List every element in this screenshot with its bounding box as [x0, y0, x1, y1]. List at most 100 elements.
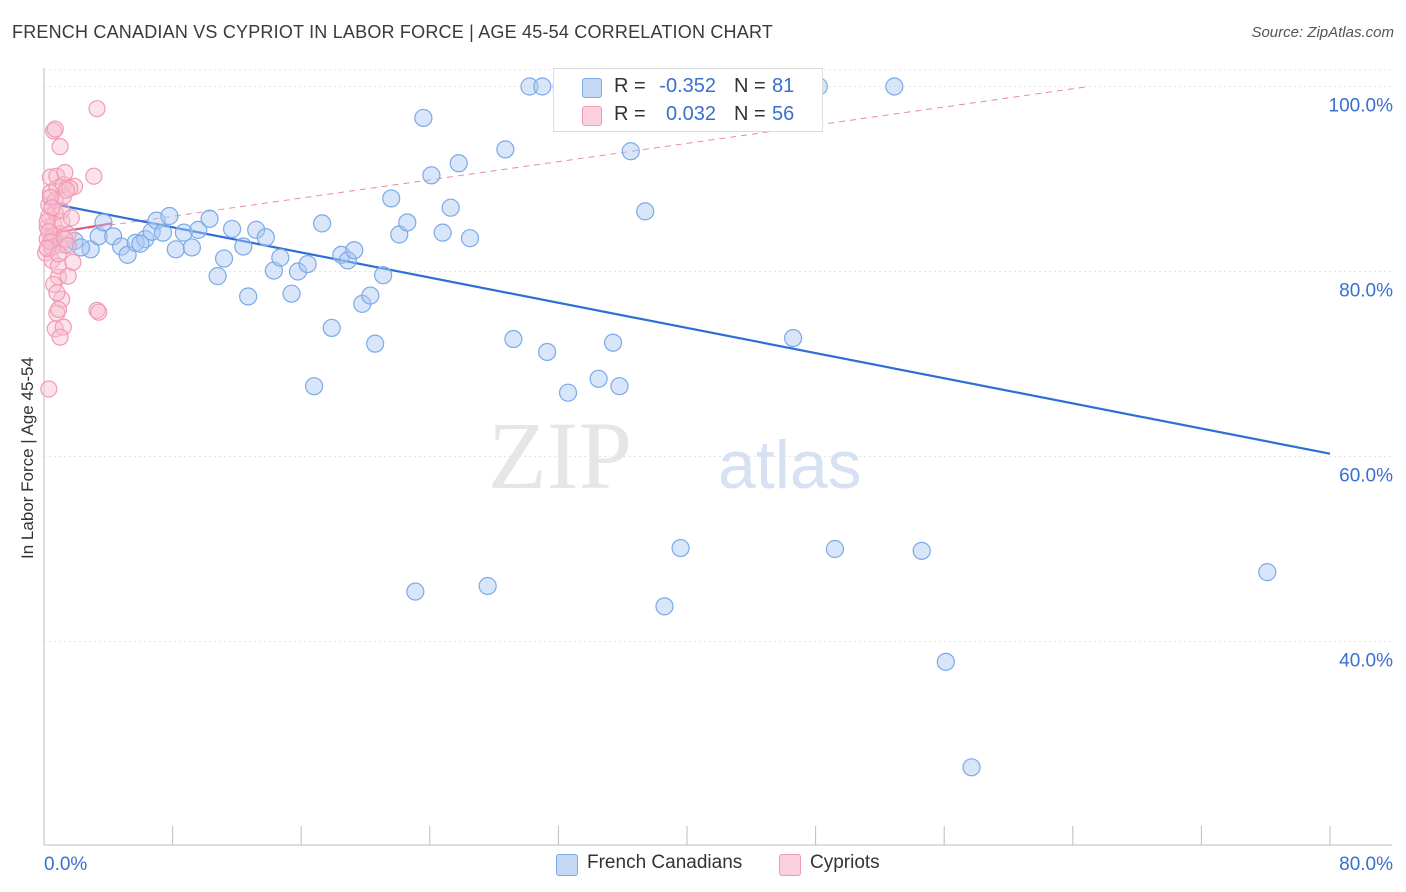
y-tick-label: 40.0% [1339, 651, 1393, 672]
bottom-legend-swatch-french [556, 854, 578, 876]
y-tick-label: 60.0% [1339, 466, 1393, 487]
cypriots-point [51, 328, 69, 346]
legend-row-cypriots: R = 0.032 N = 56 [554, 101, 822, 129]
french-canadians-point [322, 318, 341, 338]
watermark-zip: ZIP [488, 402, 632, 509]
french-canadians-point [885, 77, 904, 96]
french-canadians-point [374, 266, 393, 285]
french-canadians-point [247, 220, 266, 239]
french-canadians-point [538, 342, 557, 362]
french-canadians-trend [43, 201, 1331, 455]
french-canadians-point [131, 234, 150, 253]
cypriots-point [46, 120, 64, 138]
legend-n-value: 56 [772, 103, 795, 125]
x-tick-label: 80.0% [1339, 854, 1393, 875]
french-canadians-point [406, 582, 425, 601]
french-canadians-point [153, 223, 173, 242]
french-canadians-point [89, 227, 108, 246]
french-canadians-point [208, 267, 227, 286]
french-canadians-point [621, 142, 640, 161]
legend-r-value: 0.032 [665, 103, 716, 125]
french-canadians-point [239, 287, 258, 306]
french-canadians-point [282, 284, 301, 303]
french-canadians-point [533, 77, 552, 96]
french-canadians-point [256, 228, 275, 247]
watermark: ZIP atlas [488, 402, 862, 509]
french-canadians-point [636, 202, 655, 221]
french-canadians-point [936, 652, 955, 671]
french-canadians-point [160, 206, 179, 226]
legend-n-value: 81 [772, 75, 795, 97]
trend-layer [43, 86, 1331, 455]
french-canadians-point [414, 108, 433, 128]
french-canadians-point [433, 223, 452, 242]
french-canadians-point [1258, 563, 1277, 582]
bottom-legend-swatch-cypriots [779, 854, 801, 876]
french-canadians-point [271, 248, 290, 267]
french-canadians-point [182, 238, 201, 257]
french-canadians-point [312, 214, 332, 233]
french-canadians-point [234, 237, 253, 256]
french-canadians-point [304, 377, 324, 396]
french-canadians-point [912, 541, 931, 560]
watermark-atlas: atlas [718, 427, 862, 503]
cypriots-point [57, 181, 76, 199]
french-canadians-point [189, 220, 208, 239]
french-canadians-point [603, 333, 623, 352]
cypriots-point [48, 284, 66, 302]
legend-r-value: -0.352 [659, 75, 716, 97]
bottom-legend-label-french: French Canadians [587, 852, 743, 873]
legend-n-label: N = [734, 103, 766, 125]
cypriots-point [85, 167, 103, 185]
legend-n-label: N = [734, 75, 766, 97]
y-tick-label: 80.0% [1339, 281, 1393, 302]
french-canadians-point [671, 538, 690, 558]
french-canadians-point [222, 219, 242, 239]
french-canadians-point [655, 597, 674, 616]
french-canadians-point [520, 77, 539, 96]
french-canadians-point [382, 189, 401, 208]
french-canadians-point [504, 329, 523, 349]
cypriots-point [64, 253, 82, 271]
french-canadians-point [166, 240, 185, 259]
legend-r-label: R = [614, 103, 646, 125]
french-canadians-point [338, 251, 357, 270]
french-canadians-point [610, 377, 629, 396]
french-canadians-point [71, 238, 91, 257]
french-canadians-point [962, 758, 981, 777]
legend-swatch-french [582, 78, 602, 98]
x-tick-label: 0.0% [44, 854, 87, 875]
french-canadians-point [441, 198, 460, 217]
french-canadians-point [460, 229, 480, 248]
cypriots-point [62, 209, 80, 227]
french-canadians-point [589, 369, 608, 388]
french-canadians-point [361, 286, 380, 305]
french-canadians-point [200, 209, 219, 228]
bottom-legend-label-cypriots: Cypriots [810, 852, 880, 873]
french-canadians-point [174, 223, 193, 242]
cypriots-point [90, 303, 108, 321]
french-canadians-point [558, 383, 578, 402]
french-canadians-point [449, 154, 468, 173]
y-tick-label: 100.0% [1329, 96, 1394, 117]
french-canadians-point [398, 213, 417, 232]
cypriots-point [56, 163, 74, 182]
legend-r-label: R = [614, 75, 646, 97]
grid-layer [44, 69, 1392, 642]
legend-swatch-cypriots [582, 106, 602, 126]
cypriots-point [49, 245, 68, 263]
cypriots-point [51, 138, 69, 156]
french-canadians-point [825, 539, 844, 559]
legend-box: R = -0.352 N = 81 R = 0.032 N = 56 [553, 68, 823, 132]
cypriots-point [54, 318, 72, 336]
french-canadians-point [94, 213, 113, 232]
french-canadians-point [366, 334, 385, 353]
french-canadians-point [783, 329, 803, 348]
cypriots-point [40, 380, 58, 398]
cypriots-point [88, 100, 106, 118]
french-canadians-point [298, 255, 317, 274]
french-canadians-point [288, 262, 308, 281]
french-canadians-point [345, 241, 364, 260]
french-canadians-point [422, 166, 441, 185]
